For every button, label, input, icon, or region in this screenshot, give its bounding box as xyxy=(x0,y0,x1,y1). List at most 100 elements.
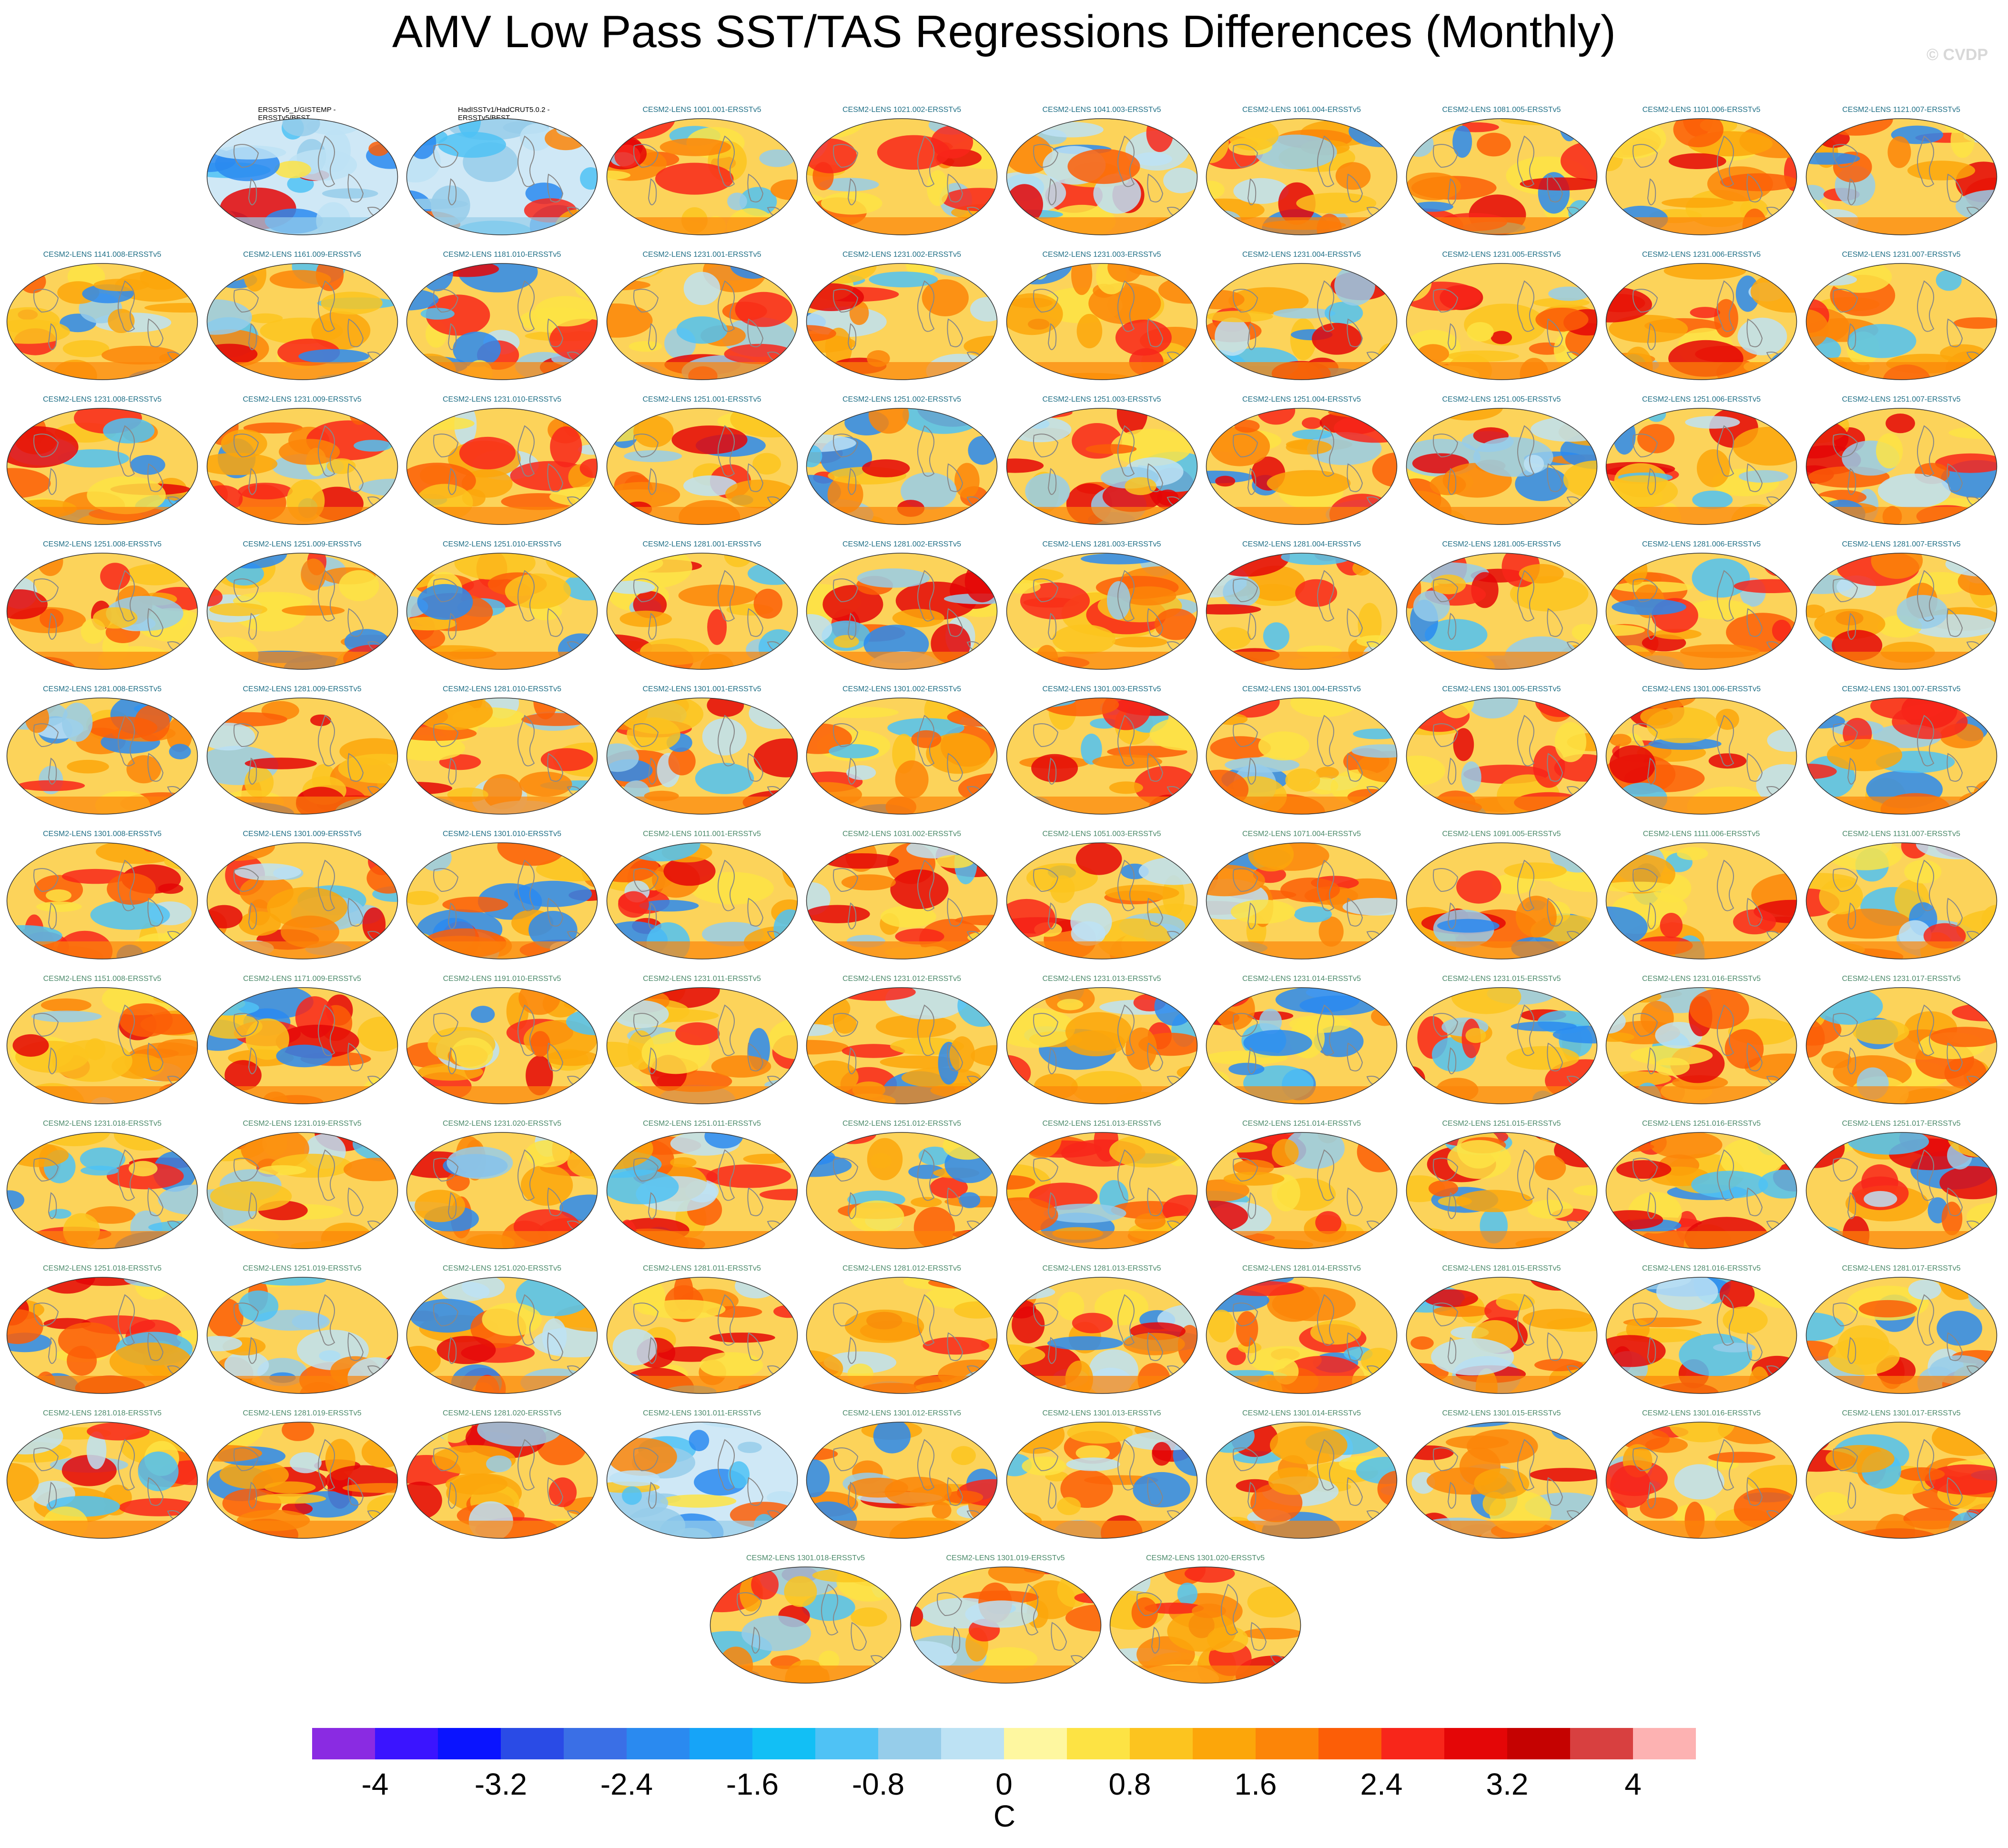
global-map xyxy=(1605,1132,1797,1249)
map-panel: CESM2-LENS 1081.005-ERSSTv5 xyxy=(1405,106,1598,239)
panel-label: CESM2-LENS 1251.005-ERSSTv5 xyxy=(1442,395,1561,404)
panel-label: CESM2-LENS 1251.018-ERSSTv5 xyxy=(43,1264,162,1272)
panel-label: CESM2-LENS 1251.011-ERSSTv5 xyxy=(643,1120,761,1128)
global-map xyxy=(606,842,798,959)
map-panel: CESM2-LENS 1231.017-ERSSTv5 xyxy=(1805,975,1998,1108)
colorbar-tick: -0.8 xyxy=(852,1767,905,1801)
colorbar-tick: 3.2 xyxy=(1486,1767,1529,1801)
map-panel: CESM2-LENS 1231.008-ERSSTv5 xyxy=(6,395,199,529)
colorbar-tick: 4 xyxy=(1624,1767,1642,1801)
map-panel: CESM2-LENS 1231.014-ERSSTv5 xyxy=(1205,975,1398,1108)
map-panel: HadISSTv1/HadCRUT5.0.2 - ERSSTv5/BEST xyxy=(406,106,598,239)
global-map xyxy=(1805,408,1997,525)
map-panel: CESM2-LENS 1281.001-ERSSTv5 xyxy=(606,540,799,674)
panel-label: CESM2-LENS 1151.008-ERSSTv5 xyxy=(43,975,162,983)
map-panel: CESM2-LENS 1091.005-ERSSTv5 xyxy=(1405,830,1598,963)
global-map xyxy=(6,1277,198,1394)
map-panel: CESM2-LENS 1061.004-ERSSTv5 xyxy=(1205,106,1398,239)
global-map xyxy=(1605,987,1797,1104)
panel-label: CESM2-LENS 1231.015-ERSSTv5 xyxy=(1442,975,1561,983)
panel-label: CESM2-LENS 1091.005-ERSSTv5 xyxy=(1442,830,1561,838)
map-panel: CESM2-LENS 1281.012-ERSSTv5 xyxy=(805,1264,998,1398)
panel-label: CESM2-LENS 1301.011-ERSSTv5 xyxy=(643,1409,761,1417)
global-map xyxy=(1406,987,1597,1104)
map-panel: CESM2-LENS 1151.008-ERSSTv5 xyxy=(6,975,199,1108)
panel-label: CESM2-LENS 1281.018-ERSSTv5 xyxy=(43,1409,162,1417)
global-map xyxy=(1805,1132,1997,1249)
panel-label: CESM2-LENS 1251.020-ERSSTv5 xyxy=(443,1264,561,1272)
panel-label: CESM2-LENS 1251.004-ERSSTv5 xyxy=(1242,395,1361,404)
map-panel: CESM2-LENS 1021.002-ERSSTv5 xyxy=(805,106,998,239)
global-map xyxy=(1605,697,1797,815)
global-map xyxy=(406,118,598,235)
panel-label: CESM2-LENS 1181.010-ERSSTv5 xyxy=(443,251,561,259)
map-panel: CESM2-LENS 1231.005-ERSSTv5 xyxy=(1405,251,1598,384)
panel-label: CESM2-LENS 1281.003-ERSSTv5 xyxy=(1042,540,1161,548)
global-map xyxy=(606,1422,798,1539)
panel-label: CESM2-LENS 1251.001-ERSSTv5 xyxy=(642,395,761,404)
panel-label: CESM2-LENS 1251.006-ERSSTv5 xyxy=(1642,395,1761,404)
panel-label: CESM2-LENS 1251.002-ERSSTv5 xyxy=(842,395,961,404)
map-panel: CESM2-LENS 1041.003-ERSSTv5 xyxy=(1005,106,1198,239)
global-map xyxy=(1805,1277,1997,1394)
panel-label: CESM2-LENS 1281.020-ERSSTv5 xyxy=(443,1409,561,1417)
map-panel: CESM2-LENS 1251.009-ERSSTv5 xyxy=(206,540,399,674)
global-map xyxy=(806,1277,998,1394)
colorbar-segment xyxy=(312,1728,375,1759)
panel-label: CESM2-LENS 1281.013-ERSSTv5 xyxy=(1042,1264,1161,1272)
panel-label: CESM2-LENS 1111.006-ERSSTv5 xyxy=(1643,830,1760,838)
map-panel: CESM2-LENS 1281.020-ERSSTv5 xyxy=(406,1409,598,1543)
panel-label: CESM2-LENS 1301.012-ERSSTv5 xyxy=(842,1409,961,1417)
map-panel: CESM2-LENS 1301.005-ERSSTv5 xyxy=(1405,685,1598,818)
global-map xyxy=(606,118,798,235)
global-map xyxy=(6,553,198,670)
global-map xyxy=(1805,118,1997,235)
global-map xyxy=(1605,1422,1797,1539)
global-map xyxy=(606,263,798,380)
global-map xyxy=(206,1422,398,1539)
global-map xyxy=(1406,1277,1597,1394)
map-panel: CESM2-LENS 1301.011-ERSSTv5 xyxy=(606,1409,799,1543)
map-panel: CESM2-LENS 1251.010-ERSSTv5 xyxy=(406,540,598,674)
panel-label: CESM2-LENS 1281.019-ERSSTv5 xyxy=(243,1409,362,1417)
map-panel: CESM2-LENS 1301.006-ERSSTv5 xyxy=(1605,685,1798,818)
colorbar-segment xyxy=(752,1728,816,1759)
map-panel: CESM2-LENS 1301.019-ERSSTv5 xyxy=(909,1554,1102,1687)
colorbar-tick: 0.8 xyxy=(1108,1767,1151,1801)
map-panel: CESM2-LENS 1131.007-ERSSTv5 xyxy=(1805,830,1998,963)
panel-label: CESM2-LENS 1281.011-ERSSTv5 xyxy=(643,1264,761,1272)
map-panel: CESM2-LENS 1251.007-ERSSTv5 xyxy=(1805,395,1998,529)
global-map xyxy=(206,987,398,1104)
map-panel: CESM2-LENS 1231.003-ERSSTv5 xyxy=(1005,251,1198,384)
colorbar-segment xyxy=(1381,1728,1445,1759)
global-map xyxy=(1206,1277,1398,1394)
map-panel: CESM2-LENS 1101.006-ERSSTv5 xyxy=(1605,106,1798,239)
panel-label: CESM2-LENS 1231.009-ERSSTv5 xyxy=(243,395,362,404)
global-map xyxy=(806,118,998,235)
global-map xyxy=(1805,697,1997,815)
map-panel: CESM2-LENS 1301.009-ERSSTv5 xyxy=(206,830,399,963)
colorbar-segment xyxy=(815,1728,879,1759)
colorbar-tick: -3.2 xyxy=(474,1767,527,1801)
global-map xyxy=(806,987,998,1104)
colorbar-tick: -2.4 xyxy=(600,1767,653,1801)
panel-label: CESM2-LENS 1281.016-ERSSTv5 xyxy=(1642,1264,1761,1272)
map-panel: CESM2-LENS 1251.015-ERSSTv5 xyxy=(1405,1120,1598,1253)
map-panel: CESM2-LENS 1231.006-ERSSTv5 xyxy=(1605,251,1798,384)
panel-label: CESM2-LENS 1171.009-ERSSTv5 xyxy=(243,975,361,983)
map-panel: CESM2-LENS 1251.019-ERSSTv5 xyxy=(206,1264,399,1398)
map-panel: CESM2-LENS 1231.020-ERSSTv5 xyxy=(406,1120,598,1253)
global-map xyxy=(606,408,798,525)
global-map xyxy=(606,553,798,670)
panel-label: CESM2-LENS 1301.007-ERSSTv5 xyxy=(1842,685,1961,693)
panel-label: CESM2-LENS 1231.012-ERSSTv5 xyxy=(842,975,961,983)
colorbar-segment xyxy=(1256,1728,1319,1759)
map-panel: CESM2-LENS 1001.001-ERSSTv5 xyxy=(606,106,799,239)
panel-label: CESM2-LENS 1231.010-ERSSTv5 xyxy=(443,395,561,404)
global-map xyxy=(606,987,798,1104)
global-map xyxy=(406,553,598,670)
map-panel: CESM2-LENS 1231.002-ERSSTv5 xyxy=(805,251,998,384)
map-panel: CESM2-LENS 1301.018-ERSSTv5 xyxy=(709,1554,902,1687)
global-map xyxy=(1006,408,1197,525)
panel-label: CESM2-LENS 1011.001-ERSSTv5 xyxy=(643,830,761,838)
